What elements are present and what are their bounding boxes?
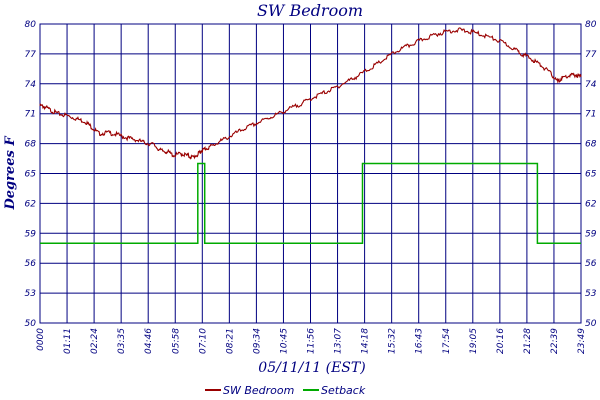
y-tick-label-left: 80 [25,20,37,30]
y-tick-label-left: 65 [25,170,37,180]
y-tick-label-left: 53 [25,289,37,299]
legend-label-setback: Setback [321,384,366,397]
series-line-sw-bedroom [39,27,582,160]
y-axis-left: 50 53 56 59 62 65 68 71 74 77 80 [25,20,37,329]
y-tick-label-right: 50 [585,319,597,329]
y-tick-label-left: 59 [25,229,37,239]
x-axis: 0000 01:11 02:24 03:35 04:46 05:58 07:10 08:21 0… [36,328,587,354]
x-tick-label: 08:21 [225,328,235,354]
legend: SW Bedroom Setback [205,384,366,397]
x-axis-label: 05/11/11 (EST) [258,360,365,376]
y-tick-label-right: 53 [585,289,597,299]
y-tick-label-left: 77 [25,50,37,60]
x-tick-label: 16:43 [415,328,425,354]
x-tick-label: 01:11 [63,328,73,354]
x-tick-label: 19:05 [469,328,479,354]
x-tick-label: 07:10 [198,328,208,354]
y-tick-label-right: 65 [585,170,597,180]
x-tick-label: 09:34 [252,328,262,354]
chart-title: SW Bedroom [257,1,363,20]
y-tick-label-left: 74 [25,80,37,90]
x-tick-label: 11:56 [307,328,317,354]
y-tick-label-left: 50 [25,319,37,329]
x-tick-label: 03:35 [117,328,127,354]
x-tick-label: 13:07 [334,328,344,354]
x-tick-label: 23:49 [577,328,587,354]
y-tick-label-right: 74 [585,80,597,90]
y-tick-label-left: 56 [25,259,37,269]
y-axis-right: 50 53 56 59 62 65 68 71 74 77 80 [585,20,597,329]
x-tick-label: 21:28 [523,328,533,354]
y-axis-label: Degrees F [3,136,18,211]
y-tick-label-right: 68 [585,140,597,150]
y-tick-label-left: 68 [25,140,37,150]
x-tick-label: 20:16 [496,328,506,354]
grid [39,23,582,324]
y-tick-label-right: 77 [585,50,597,60]
x-tick-label: 04:46 [144,328,154,354]
x-tick-label: 05:58 [171,328,181,354]
x-tick-label: 17:54 [442,328,452,354]
y-tick-label-right: 80 [585,20,597,30]
y-tick-label-right: 71 [585,110,596,120]
y-tick-label-right: 62 [585,199,597,209]
y-tick-label-left: 62 [25,199,37,209]
y-tick-label-right: 59 [585,229,597,239]
x-tick-label: 0000 [36,328,46,351]
legend-label-sw-bedroom: SW Bedroom [223,384,294,397]
series-line-setback [40,162,581,245]
x-tick-label: 02:24 [90,328,100,354]
x-tick-label: 10:45 [279,328,289,354]
y-tick-label-right: 56 [585,259,597,269]
x-tick-label: 15:32 [388,328,398,354]
x-tick-label: 14:18 [361,328,371,354]
y-tick-label-left: 71 [25,110,36,120]
x-tick-label: 22:39 [550,328,560,354]
series-layer [39,27,582,245]
